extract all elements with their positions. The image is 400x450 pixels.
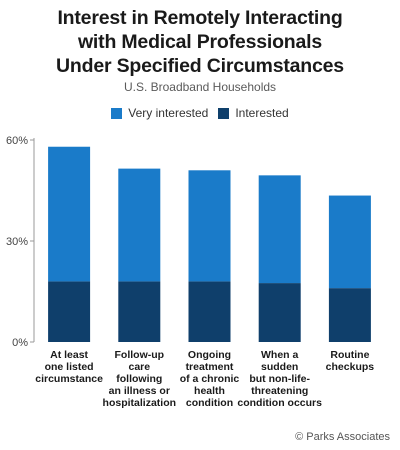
legend-swatch-very-interested (111, 107, 123, 119)
bar-interested-2 (188, 281, 231, 342)
chart-subtitle: U.S. Broadband Households (123, 80, 277, 94)
legend-item-very-interested: Very interested (111, 106, 208, 120)
legend-label-interested: Interested (235, 106, 289, 120)
bar-very-interested-2 (188, 170, 231, 282)
chart-title-line-1: Interest in Remotely Interacting (57, 7, 343, 29)
chart-legend: Very interested Interested (0, 106, 400, 120)
x-category-label-2: Ongoing treatment of a chronic health condit… (180, 349, 240, 409)
legend-label-very-interested: Very interested (128, 106, 209, 120)
x-category-label-0: At least one listed circumstance (35, 349, 103, 385)
source-credit: © Parks Associates (295, 431, 390, 443)
bar-interested-3 (258, 283, 301, 342)
chart-title-line-2: with Medical Professionals (77, 31, 323, 53)
bar-very-interested-1 (118, 168, 161, 282)
y-tick-label-2: 60% (6, 135, 28, 147)
x-category-label-3: When a sudden but non-life-threatening cond… (237, 349, 322, 409)
bar-interested-4 (328, 288, 371, 342)
bar-very-interested-3 (258, 175, 301, 284)
bar-interested-0 (48, 281, 91, 342)
legend-item-interested: Interested (218, 106, 289, 120)
legend-swatch-interested (218, 107, 230, 119)
chart-title-line-3: Under Specified Circumstances (56, 55, 344, 77)
bar-very-interested-4 (328, 195, 371, 289)
y-tick-label-0: 0% (12, 337, 28, 349)
x-category-label-4: Routine checkups (326, 349, 375, 373)
x-category-label-1: Follow-up care following an illness or hospi… (103, 349, 177, 409)
y-tick-label-1: 30% (6, 236, 28, 248)
bar-very-interested-0 (48, 146, 91, 282)
bar-interested-1 (118, 281, 161, 342)
chart-title: Interest in Remotely Interacting with Me… (0, 6, 400, 78)
